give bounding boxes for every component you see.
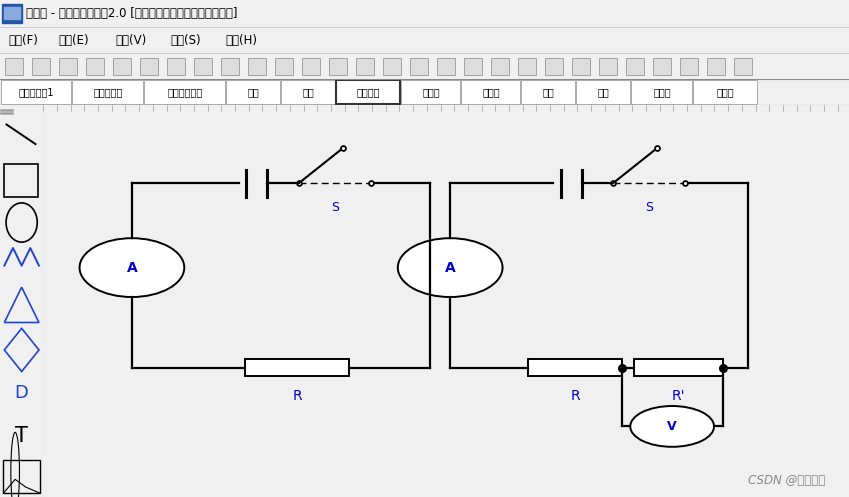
Bar	[248, 58, 266, 75]
Bar	[302, 58, 320, 75]
Ellipse shape	[398, 238, 503, 297]
Text: T: T	[15, 426, 28, 446]
Text: 文件(F): 文件(F)	[8, 34, 38, 47]
Bar	[32, 58, 50, 75]
Text: 变压器: 变压器	[422, 87, 440, 97]
Bar	[653, 58, 671, 75]
Bar	[528, 359, 621, 376]
Bar	[245, 359, 350, 376]
Bar	[72, 81, 143, 103]
Bar	[140, 58, 158, 75]
Bar	[383, 58, 401, 75]
Bar	[194, 58, 212, 75]
Text: R: R	[571, 389, 580, 403]
Bar	[437, 58, 455, 75]
Text: 整流继电器: 整流继电器	[93, 87, 123, 97]
Bar	[227, 81, 280, 103]
Text: 正负极: 正负极	[482, 87, 500, 97]
Bar	[282, 81, 335, 103]
Text: 双圈: 双圈	[248, 87, 260, 97]
Text: R: R	[292, 389, 302, 403]
Bar	[572, 58, 590, 75]
Bar	[491, 58, 509, 75]
Bar	[86, 58, 104, 75]
Text: 无极继电器1: 无极继电器1	[18, 87, 53, 97]
Circle shape	[630, 406, 714, 447]
Bar	[734, 58, 752, 75]
Bar	[518, 58, 536, 75]
Bar	[113, 58, 131, 75]
Bar	[275, 58, 293, 75]
Text: A: A	[445, 260, 456, 275]
Text: 电容: 电容	[543, 87, 554, 97]
Bar	[680, 58, 698, 75]
Text: 帮助(H): 帮助(H)	[225, 34, 257, 47]
Text: CSDN @工控绘图: CSDN @工控绘图	[748, 474, 825, 487]
Text: A: A	[127, 260, 138, 275]
Text: D: D	[14, 384, 29, 402]
Bar	[59, 58, 77, 75]
Bar	[634, 359, 722, 376]
Text: 设置(S): 设置(S)	[170, 34, 200, 47]
Text: 编辑(E): 编辑(E)	[58, 34, 88, 47]
Text: 防雷: 防雷	[598, 87, 610, 97]
Ellipse shape	[80, 238, 184, 297]
Bar	[2, 3, 22, 23]
Text: 视图(V): 视图(V)	[115, 34, 146, 47]
Bar	[4, 7, 20, 19]
Bar	[599, 58, 617, 75]
Text: S: S	[331, 201, 339, 214]
Bar	[1, 81, 71, 103]
Bar	[626, 58, 644, 75]
Text: R': R'	[672, 389, 685, 403]
Bar	[167, 58, 185, 75]
Text: 节点左: 节点左	[653, 87, 671, 97]
Text: 元二位继电器: 元二位继电器	[167, 87, 203, 97]
Bar	[4, 164, 38, 197]
Text: 保险: 保险	[302, 87, 314, 97]
Bar	[576, 81, 631, 103]
Bar	[356, 58, 374, 75]
Bar	[464, 58, 482, 75]
Bar	[707, 58, 725, 75]
Bar	[402, 81, 460, 103]
Bar	[410, 58, 428, 75]
Text: V: V	[667, 420, 677, 433]
Text: 无标题 - 浮云绘图编辑器2.0 [专业定制绘图软件，可驻场开发]: 无标题 - 浮云绘图编辑器2.0 [专业定制绘图软件，可驻场开发]	[26, 7, 238, 20]
Bar	[329, 58, 347, 75]
Bar	[5, 58, 23, 75]
Bar	[545, 58, 563, 75]
Bar	[144, 81, 226, 103]
Bar	[632, 81, 693, 103]
Bar	[221, 58, 239, 75]
Bar	[694, 81, 757, 103]
Text: 节点右: 节点右	[717, 87, 734, 97]
Bar	[462, 81, 520, 103]
Text: 可调电阻: 可调电阻	[357, 87, 380, 97]
Bar	[336, 81, 401, 103]
Text: S: S	[645, 201, 653, 214]
Bar	[3, 460, 40, 493]
Bar	[521, 81, 576, 103]
